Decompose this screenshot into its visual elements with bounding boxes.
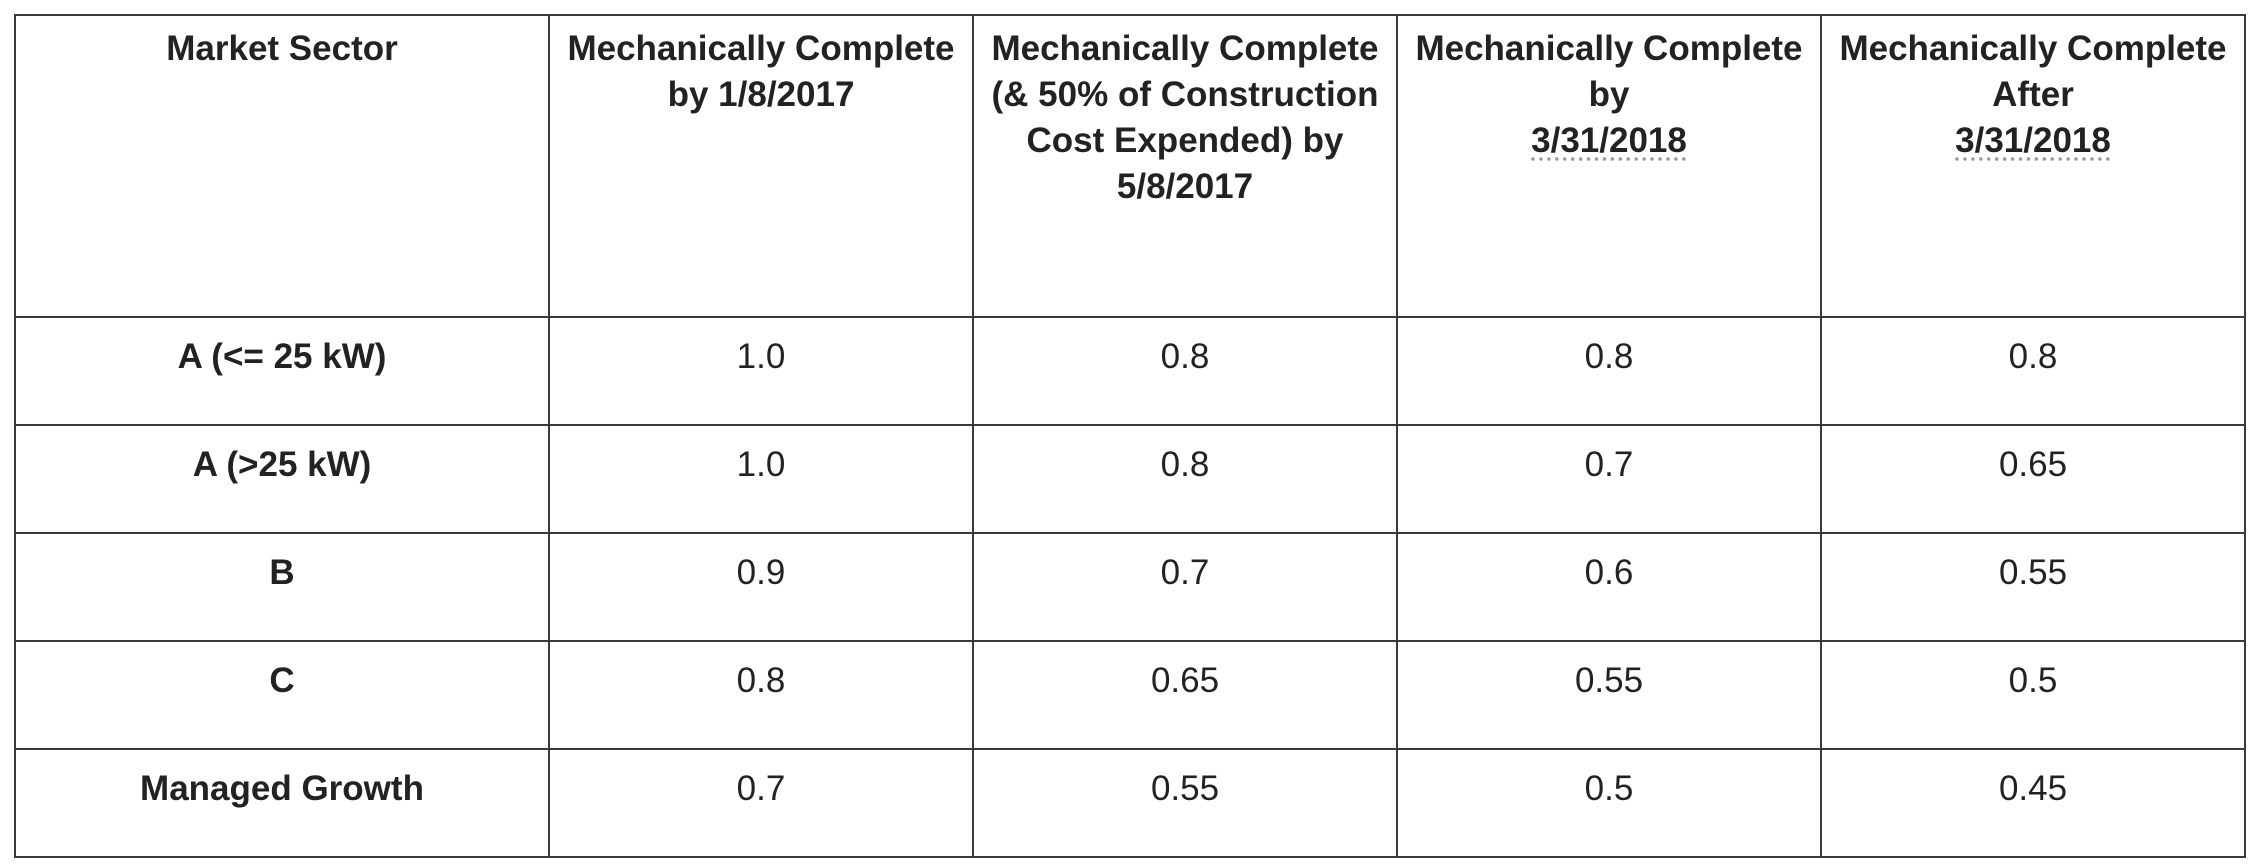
header-complete-by-5-8-2017-text: Mechanically Complete (& 50% of Construc… xyxy=(991,29,1379,206)
value-cell: 0.8 xyxy=(1396,316,1822,426)
sector-cell: A (>25 kW) xyxy=(14,424,550,534)
value-cell: 0.7 xyxy=(548,748,974,858)
table-row: A (<= 25 kW) 1.0 0.8 0.8 0.8 xyxy=(14,316,2246,426)
value-cell: 0.65 xyxy=(1820,424,2246,534)
header-complete-by-5-8-2017: Mechanically Complete (& 50% of Construc… xyxy=(972,14,1398,318)
value-cell: 0.45 xyxy=(1820,748,2246,858)
market-sector-table-container: Market Sector Mechanically Complete by 1… xyxy=(14,14,2246,858)
sector-cell: C xyxy=(14,640,550,750)
header-complete-after-3-31-2018: Mechanically Complete After 3/31/2018 xyxy=(1820,14,2246,318)
value-cell: 0.8 xyxy=(972,316,1398,426)
value-cell: 0.8 xyxy=(548,640,974,750)
value-cell: 0.5 xyxy=(1396,748,1822,858)
value-cell: 0.9 xyxy=(548,532,974,642)
sector-cell: B xyxy=(14,532,550,642)
market-sector-table: Market Sector Mechanically Complete by 1… xyxy=(14,14,2246,858)
header-row: Market Sector Mechanically Complete by 1… xyxy=(14,14,2246,318)
header-complete-by-3-31-2018-date: 3/31/2018 xyxy=(1531,121,1687,160)
header-complete-after-3-31-2018-date: 3/31/2018 xyxy=(1955,121,2111,160)
header-complete-after-3-31-2018-text: Mechanically Complete After xyxy=(1839,29,2227,114)
header-complete-by-1-8-2017: Mechanically Complete by 1/8/2017 xyxy=(548,14,974,318)
header-complete-by-1-8-2017-text: Mechanically Complete by 1/8/2017 xyxy=(567,29,955,114)
value-cell: 0.5 xyxy=(1820,640,2246,750)
value-cell: 0.55 xyxy=(972,748,1398,858)
value-cell: 0.7 xyxy=(1396,424,1822,534)
value-cell: 0.8 xyxy=(972,424,1398,534)
value-cell: 1.0 xyxy=(548,424,974,534)
header-complete-by-3-31-2018-text: Mechanically Complete by xyxy=(1415,29,1803,114)
value-cell: 0.55 xyxy=(1820,532,2246,642)
table-row: B 0.9 0.7 0.6 0.55 xyxy=(14,532,2246,642)
table-row: C 0.8 0.65 0.55 0.5 xyxy=(14,640,2246,750)
value-cell: 0.8 xyxy=(1820,316,2246,426)
sector-cell: A (<= 25 kW) xyxy=(14,316,550,426)
sector-cell: Managed Growth xyxy=(14,748,550,858)
header-market-sector-text: Market Sector xyxy=(166,29,398,68)
value-cell: 0.7 xyxy=(972,532,1398,642)
value-cell: 0.55 xyxy=(1396,640,1822,750)
value-cell: 1.0 xyxy=(548,316,974,426)
table-row: Managed Growth 0.7 0.55 0.5 0.45 xyxy=(14,748,2246,858)
header-complete-by-3-31-2018: Mechanically Complete by 3/31/2018 xyxy=(1396,14,1822,318)
value-cell: 0.6 xyxy=(1396,532,1822,642)
value-cell: 0.65 xyxy=(972,640,1398,750)
table-row: A (>25 kW) 1.0 0.8 0.7 0.65 xyxy=(14,424,2246,534)
header-market-sector: Market Sector xyxy=(14,14,550,318)
